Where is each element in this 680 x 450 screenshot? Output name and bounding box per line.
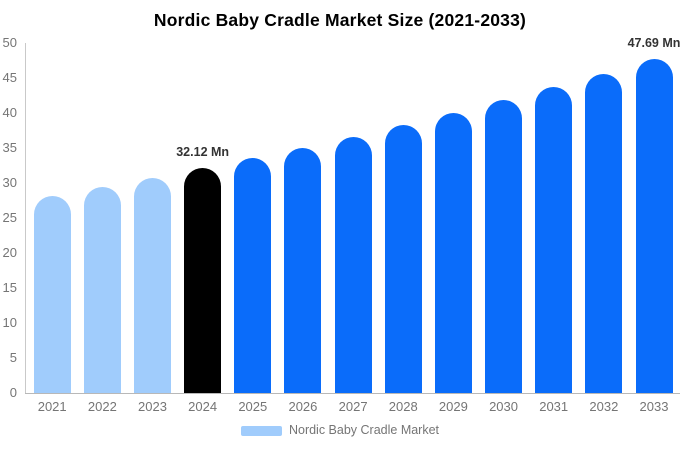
y-axis-tick-label: 15 — [2, 280, 17, 295]
bar-2024 — [184, 168, 222, 393]
bar-2032 — [585, 73, 623, 393]
y-axis-tick-label: 50 — [2, 35, 17, 50]
y-axis-tick-label: 45 — [2, 70, 17, 85]
bar-2029 — [434, 112, 472, 393]
x-axis-label-2025: 2025 — [238, 399, 268, 414]
x-axis-label-2029: 2029 — [438, 399, 468, 414]
x-axis-label-2027: 2027 — [338, 399, 368, 414]
y-axis-tick-label: 35 — [2, 140, 17, 155]
value-label-2024: 32.12 Mn — [176, 145, 230, 160]
chart-title: Nordic Baby Cradle Market Size (2021-203… — [153, 10, 527, 30]
x-axis-label-2024: 2024 — [188, 399, 218, 414]
legend: Nordic Baby Cradle Market — [0, 423, 680, 438]
legend-swatch — [240, 425, 282, 436]
bar-2025 — [234, 158, 272, 393]
bar-2031 — [535, 87, 573, 393]
y-axis-tick-label: 20 — [2, 245, 17, 260]
bar-2030 — [485, 100, 523, 393]
x-axis-label-2028: 2028 — [388, 399, 418, 414]
bar-2033 — [635, 59, 673, 393]
y-axis-tick-label: 10 — [2, 315, 17, 330]
value-label-2033: 47.69 Mn — [627, 36, 680, 51]
y-axis-tick-label: 0 — [9, 385, 17, 400]
x-axis-label-2023: 2023 — [138, 399, 167, 414]
y-axis-line — [25, 43, 26, 393]
x-axis-line — [25, 393, 680, 394]
bar-2027 — [334, 136, 372, 393]
x-axis-label-2021: 2021 — [37, 399, 67, 414]
legend-label: Nordic Baby Cradle Market — [288, 423, 440, 437]
y-axis-tick-label: 30 — [2, 175, 17, 190]
bar-2021 — [33, 195, 71, 393]
x-axis-label-2022: 2022 — [87, 399, 117, 414]
x-axis-label-2030: 2030 — [489, 399, 518, 414]
x-axis-label-2026: 2026 — [288, 399, 318, 414]
y-axis-tick-label: 5 — [9, 350, 17, 365]
bar-2023 — [134, 177, 171, 393]
x-axis-label-2033: 2033 — [639, 399, 669, 414]
y-axis-tick-label: 25 — [2, 210, 17, 225]
x-axis-label-2031: 2031 — [539, 399, 569, 414]
bar-2028 — [384, 124, 422, 393]
bar-2026 — [284, 147, 322, 393]
y-axis-tick-label: 40 — [2, 105, 17, 120]
x-axis-label-2032: 2032 — [589, 399, 619, 414]
bar-2022 — [83, 187, 121, 393]
